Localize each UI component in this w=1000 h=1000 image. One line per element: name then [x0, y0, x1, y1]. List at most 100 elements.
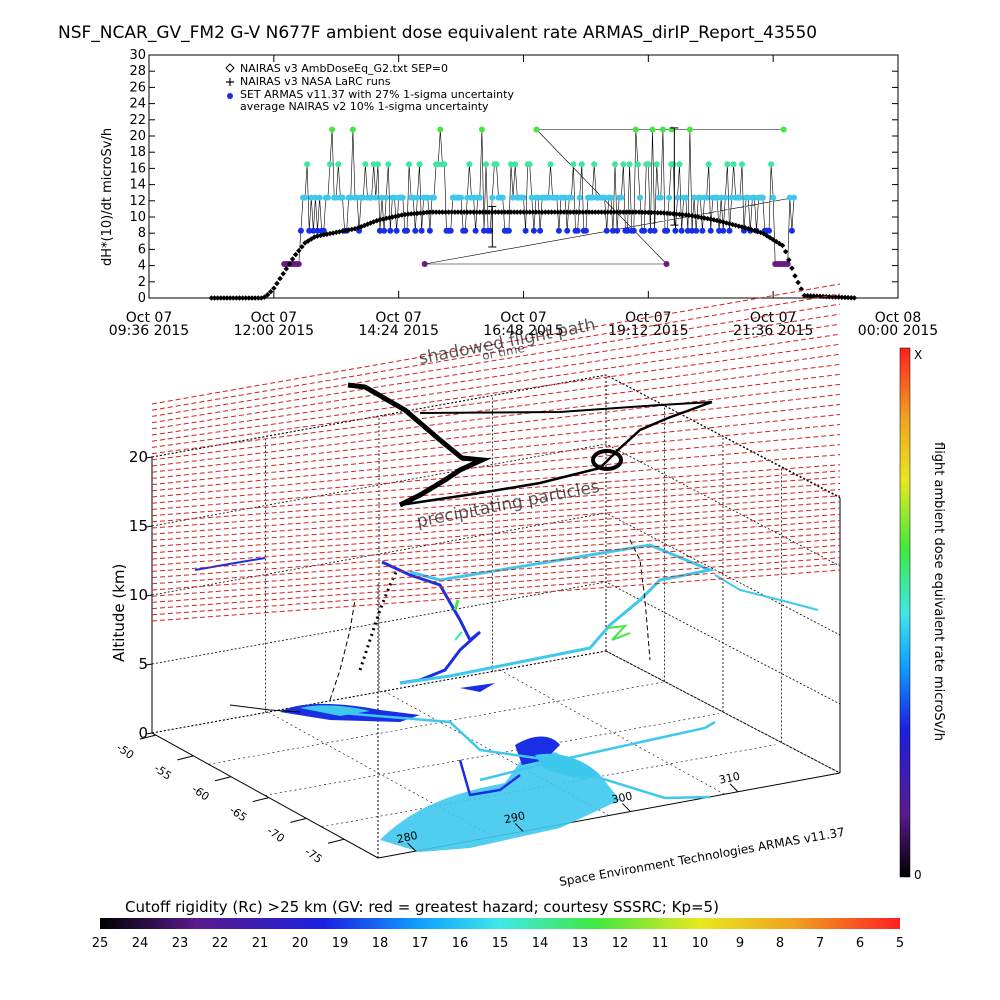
z-tick-label: 20	[129, 448, 148, 466]
lon-tick	[622, 803, 631, 812]
armas-point	[308, 194, 315, 201]
armas-point	[464, 194, 471, 201]
hatch-line	[151, 323, 841, 430]
armas-point	[508, 161, 514, 168]
armas-point	[703, 194, 710, 201]
armas-point	[666, 194, 673, 201]
armas-point	[478, 126, 485, 133]
armas-point	[678, 227, 685, 234]
armas-point	[374, 161, 381, 168]
floor-grid-line	[498, 668, 725, 795]
lat-tick-label: -70	[265, 824, 287, 845]
armas-point	[578, 161, 585, 168]
armas-point	[435, 161, 442, 168]
armas-point	[316, 194, 323, 201]
colorbar-bottom-label: 0	[914, 868, 922, 882]
x-tick-label: Oct 07	[500, 310, 546, 326]
armas-point	[368, 194, 375, 201]
armas-point	[693, 227, 700, 234]
nairas-diamond	[748, 226, 755, 233]
armas-point	[437, 126, 444, 133]
precipitating-particles-layer	[151, 283, 841, 622]
hatch-line	[151, 293, 841, 411]
nairas-diamond	[264, 291, 271, 298]
armas-point	[601, 194, 608, 201]
armas-point	[553, 194, 560, 201]
armas-point	[526, 161, 533, 168]
armas-point	[739, 161, 745, 168]
armas-point	[418, 227, 425, 234]
armas-point	[489, 194, 496, 201]
armas-point	[476, 194, 483, 201]
lon-tick-label: 310	[718, 770, 741, 787]
nairas-diamond	[782, 248, 789, 255]
armas-point	[512, 161, 519, 168]
hatch-line	[151, 532, 841, 585]
armas-point	[487, 227, 494, 234]
hatch-line	[151, 424, 841, 492]
armas-point	[568, 194, 575, 201]
x-tick-label: Oct 07	[750, 310, 796, 326]
armas-point	[759, 194, 766, 201]
armas-point	[720, 227, 727, 234]
hatch-line	[151, 513, 841, 566]
colorbar-tick-label: 18	[372, 936, 389, 951]
nairas-diamond	[770, 236, 777, 243]
nairas-diamond	[695, 214, 702, 220]
colorbar-top-label: X	[914, 348, 922, 362]
armas-point	[387, 227, 394, 234]
armas-point	[510, 194, 517, 201]
nairas-diamond	[735, 223, 742, 230]
armas-point	[333, 194, 340, 201]
z-tick-label: 5	[138, 655, 148, 673]
armas-point	[329, 126, 336, 133]
armas-point	[689, 227, 695, 234]
lat-tick-label: -60	[189, 783, 211, 804]
y-tick-label: 30	[129, 48, 146, 63]
colorbar-tick-label: 24	[132, 936, 149, 951]
colorbar-tick-label: 22	[212, 936, 229, 951]
armas-point	[788, 227, 795, 234]
nairas-diamond	[295, 247, 302, 254]
hatch-line	[151, 544, 841, 597]
hatch-line	[151, 520, 841, 572]
lat-tick-label: -75	[302, 845, 324, 866]
x-tick-label: 14:24 2015	[358, 323, 438, 339]
nairas-diamond	[274, 280, 280, 287]
floor-grid-line	[208, 681, 663, 765]
armas-point	[591, 161, 598, 168]
armas-point	[612, 161, 618, 168]
nairas-diamond	[701, 215, 708, 221]
armas-point	[295, 261, 302, 267]
armas-point	[730, 161, 737, 168]
armas-point	[676, 161, 683, 168]
trajectory-3d-plot: shadowed flight path or time precipitati…	[110, 283, 946, 889]
armas-point	[385, 161, 392, 168]
x-tick-label: 16:48 2015	[483, 323, 563, 339]
armas-point	[555, 227, 562, 234]
lat-tick-label: -65	[227, 803, 249, 824]
colorbar-tick-label: 6	[856, 936, 864, 951]
overlay-label: precipitating particles	[415, 477, 601, 532]
armas-point	[360, 194, 367, 201]
hatch-line	[151, 470, 841, 523]
y-tick-label: 8	[138, 226, 146, 241]
armas-point	[674, 194, 681, 201]
armas-point	[726, 227, 733, 234]
armas-point	[376, 227, 383, 234]
colorbar-tick-label: 11	[652, 936, 669, 951]
ground-track	[329, 710, 716, 800]
nairas-diamond	[270, 285, 277, 292]
hatch-line	[151, 569, 841, 622]
hatch-line	[151, 444, 841, 504]
lat-tick-label: -55	[152, 762, 174, 783]
armas-point	[483, 161, 489, 168]
armas-point	[645, 161, 652, 168]
lat-tick	[177, 755, 194, 761]
nairas-diamond	[289, 256, 296, 262]
armas-point	[707, 227, 714, 234]
armas-point	[582, 227, 589, 234]
hatch-line	[151, 507, 841, 560]
